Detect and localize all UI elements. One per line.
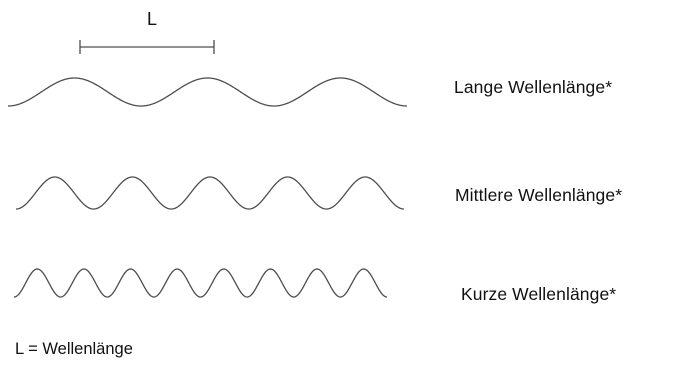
long-wavelength-label: Lange Wellenlänge* [454,77,613,97]
medium-wavelength-wave [15,176,405,210]
legend: L = Wellenlänge [15,340,133,358]
scale-bar-label: L [147,9,158,29]
short-wavelength-wave [13,268,388,298]
medium-wavelength-label: Mittlere Wellenlänge* [455,185,623,205]
short-wavelength-label: Kurze Wellenlänge* [461,284,617,304]
scale-bar [79,40,215,54]
long-wavelength-wave [7,77,408,107]
